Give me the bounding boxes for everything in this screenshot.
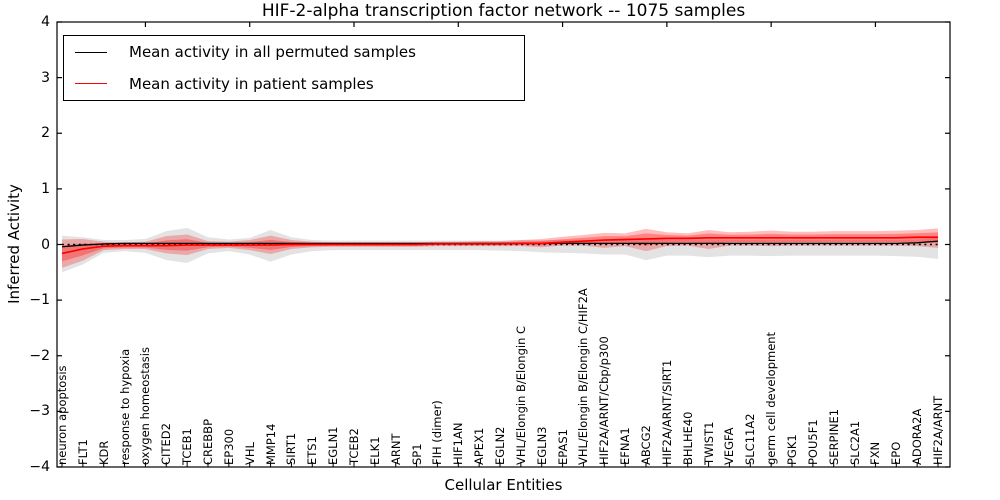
x-tick-label: APEX1	[472, 427, 487, 465]
x-tick-label: POU5F1	[805, 419, 820, 465]
legend-label-permuted: Mean activity in all permuted samples	[129, 43, 416, 62]
x-axis-label: Cellular Entities	[444, 476, 563, 494]
line-patient-mean	[61, 236, 938, 255]
x-tick-label: MMP14	[263, 423, 278, 465]
x-tick-label: TCEB1	[180, 428, 195, 465]
x-tick-label: KDR	[96, 440, 111, 465]
x-tick-label: SIRT1	[284, 432, 299, 465]
x-tick-label: response to hypoxia	[117, 348, 132, 465]
x-tick-label: VHL	[242, 442, 257, 465]
y-tick-label: 1	[41, 180, 50, 197]
legend-label-patient: Mean activity in patient samples	[129, 74, 374, 93]
legend-line-sample-permuted	[75, 51, 107, 53]
x-tick-label: HIF2A/ARNT/Cbp/p300	[597, 336, 612, 465]
x-tick-label: HIF2A/ARNT	[931, 395, 945, 465]
x-tick-label: EGLN1	[326, 426, 341, 465]
x-tick-label: SERPINE1	[826, 408, 841, 465]
x-tick-label: ETS1	[305, 436, 320, 465]
x-tick-label: VEGFA	[722, 427, 737, 465]
y-tick-label: −1	[29, 292, 50, 309]
x-tick-label: EPAS1	[555, 429, 570, 465]
x-tick-label: EFNA1	[618, 427, 633, 465]
y-tick-label: −3	[29, 403, 50, 420]
y-tick-label: 4	[41, 14, 50, 30]
x-tick-label: SP1	[409, 443, 424, 465]
x-tick-label: ELK1	[367, 436, 382, 465]
legend-line-sample-patient	[75, 83, 107, 85]
legend: Mean activity in all permuted samples Me…	[63, 35, 525, 101]
legend-entry-permuted: Mean activity in all permuted samples	[64, 37, 524, 67]
x-tick-label: BHLHE40	[680, 411, 695, 466]
x-tick-label: SLC2A1	[847, 420, 862, 465]
x-tick-label: VHL/Elongin B/Elongin C/HIF2A	[576, 288, 591, 465]
chart-title: HIF-2-alpha transcription factor network…	[261, 1, 746, 21]
y-tick-label: 0	[41, 236, 50, 253]
x-tick-label: ARNT	[388, 433, 403, 466]
x-tick-label: HIF1AN	[451, 422, 466, 465]
x-tick-label: neuron apoptosis	[55, 365, 69, 465]
x-tick-label: oxygen homeostasis	[138, 347, 153, 465]
x-tick-label: EGLN3	[534, 426, 549, 465]
band-patient-range-inner	[62, 232, 938, 262]
x-tick-label: ABCG2	[639, 425, 653, 465]
x-tick-label: VHL/Elongin B/Elongin C	[513, 325, 528, 465]
x-tick-label: TCEB2	[347, 428, 361, 465]
x-tick-label: PGK1	[785, 434, 799, 465]
x-tick-label: ADORA2A	[910, 408, 925, 465]
y-tick-label: −2	[29, 347, 50, 364]
y-tick-label: 3	[41, 69, 50, 86]
x-tick-label: HIF2A/ARNT/SIRT1	[659, 359, 674, 465]
x-tick-label: CREBBP	[201, 419, 215, 465]
y-tick-label: −4	[29, 459, 50, 475]
x-tick-label: CITED2	[159, 423, 174, 465]
x-tick-label: EP300	[221, 428, 236, 465]
x-tick-label: SLC11A2	[743, 413, 758, 465]
x-tick-label: EPO	[889, 441, 904, 465]
x-tick-label: germ cell development	[764, 331, 779, 465]
band-permuted-range	[62, 227, 938, 273]
x-tick-label: FLT1	[75, 439, 90, 465]
x-tick-label: TWIST1	[701, 421, 716, 465]
x-tick-label: FXN	[868, 441, 883, 465]
x-tick-label: EGLN2	[493, 426, 507, 465]
y-tick-label: 2	[41, 125, 50, 142]
legend-entry-patient: Mean activity in patient samples	[64, 69, 524, 99]
x-tick-label: FIH (dimer)	[430, 400, 445, 465]
